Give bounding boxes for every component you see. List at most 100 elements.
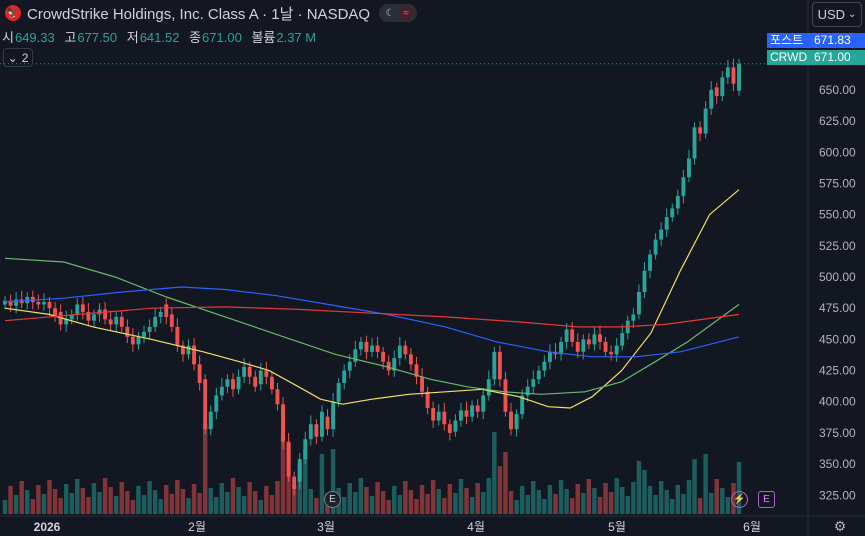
- candle: [470, 405, 475, 417]
- candle: [231, 379, 235, 390]
- candle: [575, 341, 580, 352]
- volume-bar: [52, 489, 58, 514]
- candle: [497, 351, 502, 380]
- candle: [214, 395, 219, 412]
- open-value: 649.33: [14, 30, 55, 45]
- volume-bar: [386, 500, 391, 514]
- volume-bar: [280, 435, 286, 514]
- candle: [564, 329, 569, 342]
- symbol-title[interactable]: CrowdStrike Holdings, Inc. Class A · 1날 …: [27, 5, 371, 23]
- volume-bar: [341, 497, 347, 514]
- volume-bar: [497, 466, 503, 514]
- x-tick-label: 4월: [467, 520, 485, 534]
- candle: [119, 316, 124, 327]
- volume-bar: [69, 493, 74, 514]
- volume-bar: [8, 486, 13, 514]
- x-tick-label: 5월: [608, 520, 626, 534]
- volume-bar: [291, 485, 297, 514]
- indicators-toggle-button[interactable]: ⌄ 2: [3, 48, 33, 67]
- volume-bar: [531, 481, 536, 514]
- lightning-icon[interactable]: ⚡: [731, 491, 748, 508]
- candle: [192, 345, 197, 365]
- candle: [336, 383, 341, 402]
- candle: [492, 351, 497, 380]
- post-label-text: 포스트: [770, 33, 804, 47]
- candle: [53, 308, 57, 317]
- earnings-event-marker[interactable]: E: [324, 491, 341, 508]
- y-tick-label: 350.00: [819, 457, 856, 471]
- volume-bar: [152, 490, 158, 514]
- volume-bar: [347, 483, 352, 514]
- chevron-down-icon: ⌄: [848, 9, 857, 20]
- post-market-label: 포스트: [767, 33, 811, 48]
- symbol-price-label: CRWD: [767, 50, 811, 65]
- candle: [36, 301, 41, 305]
- volume-bar: [492, 432, 497, 514]
- market-status-icon[interactable]: ≈: [399, 6, 414, 20]
- volume-bar: [514, 500, 519, 514]
- currency-select[interactable]: USD ⌄: [812, 2, 862, 27]
- volume-bar: [353, 492, 358, 514]
- volume-key: 볼륨: [251, 30, 276, 45]
- volume-bar: [675, 485, 681, 514]
- candle: [30, 296, 35, 302]
- volume-bar: [319, 454, 325, 514]
- candle: [147, 326, 152, 332]
- candle: [664, 217, 669, 230]
- volume-bar: [414, 499, 419, 514]
- volume-bar: [403, 481, 408, 514]
- y-tick-label: 500.00: [819, 270, 856, 284]
- volume-bar: [419, 485, 425, 514]
- candle: [481, 395, 486, 412]
- candle: [670, 208, 675, 218]
- volume-bar: [36, 485, 41, 514]
- volume-bar: [692, 459, 697, 514]
- volume-bar: [2, 500, 8, 514]
- volume-bar: [475, 483, 480, 514]
- candle: [86, 311, 91, 321]
- candle: [64, 319, 69, 325]
- volume-bar: [469, 497, 475, 514]
- volume-bar: [547, 485, 553, 514]
- candle: [41, 301, 46, 305]
- volume-bar: [397, 495, 403, 514]
- volume-bar: [442, 498, 447, 514]
- volume-bar: [186, 498, 191, 514]
- volume-bar: [653, 495, 658, 514]
- candle: [425, 391, 430, 408]
- y-tick-label: 525.00: [819, 239, 856, 253]
- candle: [242, 366, 247, 377]
- y-tick-label: 550.00: [819, 208, 856, 222]
- candle: [592, 334, 597, 345]
- candle: [186, 345, 191, 355]
- candle: [598, 334, 602, 342]
- candle: [403, 345, 408, 355]
- candle: [125, 326, 130, 337]
- volume-bar: [308, 489, 314, 514]
- candle: [586, 339, 591, 345]
- volume-bar: [97, 492, 102, 514]
- candle: [614, 345, 619, 355]
- volume-bar: [642, 470, 647, 514]
- volume-bar: [175, 480, 180, 514]
- volume-bar: [303, 450, 308, 514]
- volume-bar: [720, 488, 725, 514]
- volume-bar: [392, 486, 397, 514]
- volume-bar: [503, 452, 508, 514]
- x-tick-label: 6월: [743, 520, 761, 534]
- candle: [303, 439, 308, 460]
- volume-bar: [453, 493, 458, 514]
- volume-bar: [264, 486, 269, 514]
- gear-icon[interactable]: ⚙: [833, 518, 847, 534]
- volume-bar: [597, 497, 603, 514]
- candle: [175, 326, 180, 346]
- volume-bar: [58, 498, 63, 514]
- volume-bar: [525, 495, 530, 514]
- upcoming-earnings-marker[interactable]: E: [758, 491, 775, 508]
- candle: [370, 345, 374, 352]
- volume-bar: [180, 489, 186, 514]
- candle: [208, 411, 213, 430]
- moon-icon[interactable]: ☾: [385, 7, 395, 19]
- candle: [681, 177, 686, 196]
